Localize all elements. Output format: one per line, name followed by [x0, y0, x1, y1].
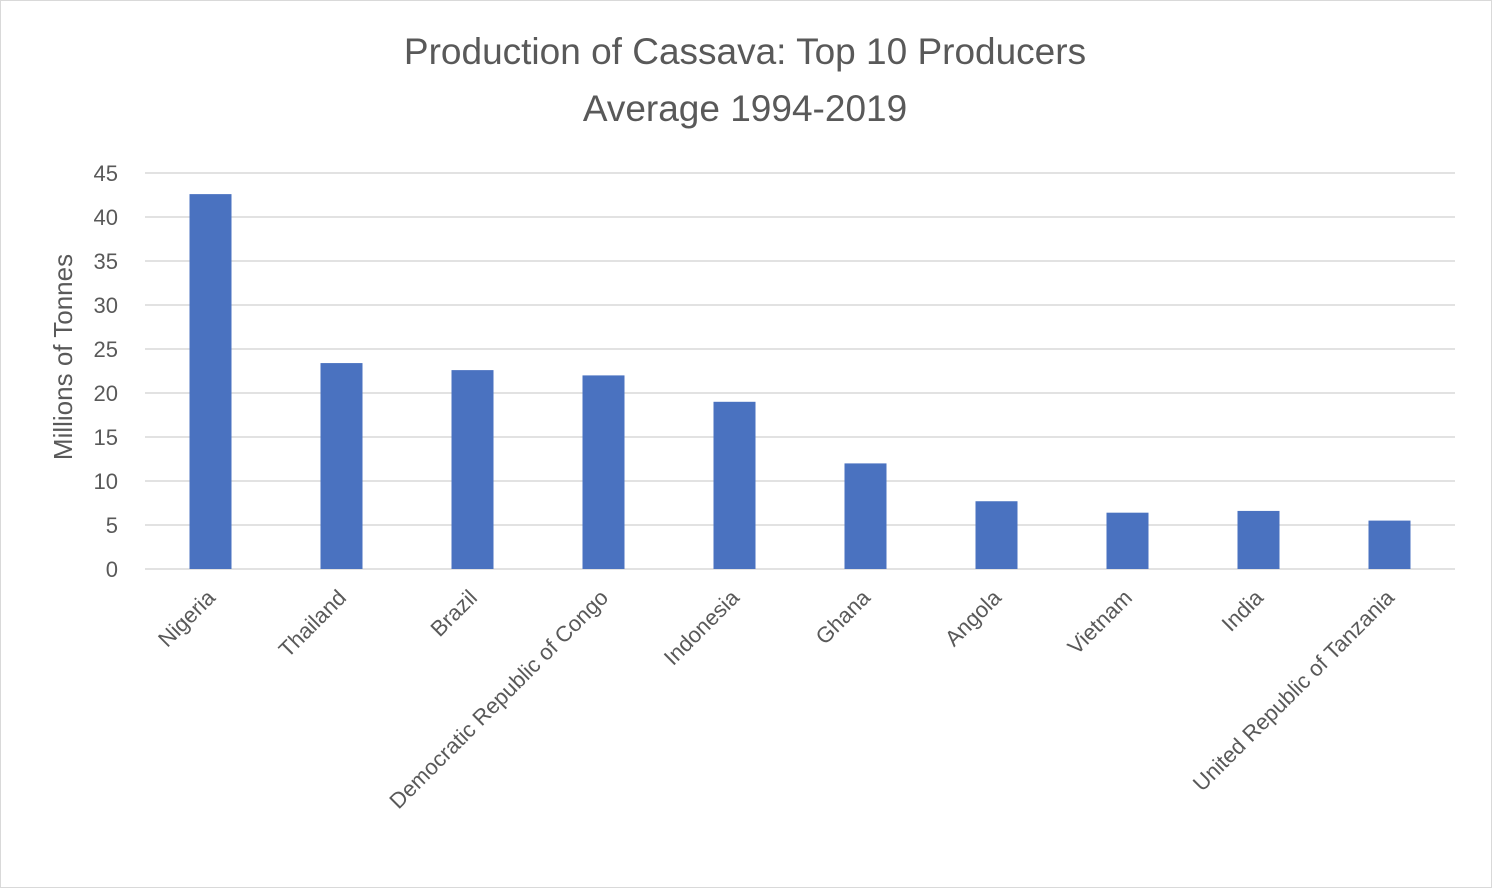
bar-brazil [451, 370, 494, 569]
y-tick-label: 45 [94, 161, 118, 186]
y-tick-label: 40 [94, 205, 118, 230]
y-tick-label: 30 [94, 293, 118, 318]
x-tick-label: Thailand [274, 585, 351, 662]
y-tick-label: 5 [106, 513, 118, 538]
y-axis-title: Millions of Tonnes [48, 254, 78, 460]
y-tick-label: 20 [94, 381, 118, 406]
bar-united-republic-of-tanzania [1368, 520, 1411, 569]
y-tick-label: 25 [94, 337, 118, 362]
bars [189, 194, 1411, 569]
y-tick-label: 35 [94, 249, 118, 274]
bar-india [1237, 510, 1280, 569]
chart-subtitle: Average 1994-2019 [583, 88, 907, 129]
y-tick-label: 15 [94, 425, 118, 450]
y-tick-label: 0 [106, 557, 118, 582]
bar-democratic-republic-of-congo [582, 375, 625, 569]
x-tick-label: Nigeria [153, 584, 221, 652]
x-tick-label: Ghana [811, 584, 876, 649]
bar-vietnam [1106, 512, 1149, 569]
chart-title: Production of Cassava: Top 10 Producers [404, 31, 1086, 72]
x-tick-label: Vietnam [1063, 585, 1137, 659]
x-tick-label: Brazil [425, 585, 482, 642]
bar-angola [975, 501, 1018, 569]
bar-ghana [844, 463, 887, 569]
bar-indonesia [713, 401, 756, 569]
x-tick-label: Democratic Republic of Congo [384, 585, 613, 814]
x-tick-label: Indonesia [659, 584, 745, 670]
x-tick-label: Angola [940, 584, 1007, 651]
y-tick-label: 10 [94, 469, 118, 494]
x-tick-label: India [1217, 584, 1269, 636]
gridlines [145, 172, 1455, 570]
y-axis-ticks: 0 5 10 15 20 25 30 35 40 45 [94, 161, 118, 582]
bar-thailand [320, 363, 363, 569]
bar-nigeria [189, 194, 232, 569]
